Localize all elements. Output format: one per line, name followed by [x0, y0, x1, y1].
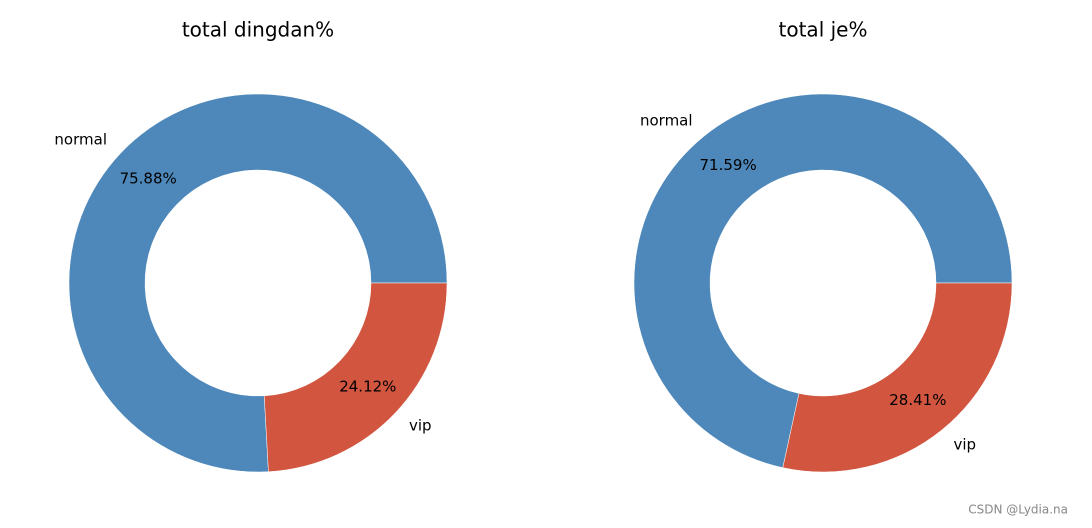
slice-label: normal [640, 112, 693, 130]
value-label: 71.59% [700, 156, 757, 174]
value-label: 28.41% [889, 391, 946, 409]
donut-slice [633, 93, 1013, 468]
donut-slice [263, 282, 448, 472]
slice-label: vip [953, 435, 976, 453]
watermark: CSDN @Lydia.na [968, 503, 1068, 517]
slice-label: normal [54, 131, 107, 149]
chart-title: total je% [779, 18, 868, 42]
value-label: 75.88% [120, 170, 177, 188]
donut-slice [782, 282, 1013, 473]
chart-title: total dingdan% [182, 18, 334, 42]
donut-slice [68, 93, 448, 473]
slice-label: vip [409, 416, 432, 434]
value-label: 24.12% [339, 377, 396, 395]
